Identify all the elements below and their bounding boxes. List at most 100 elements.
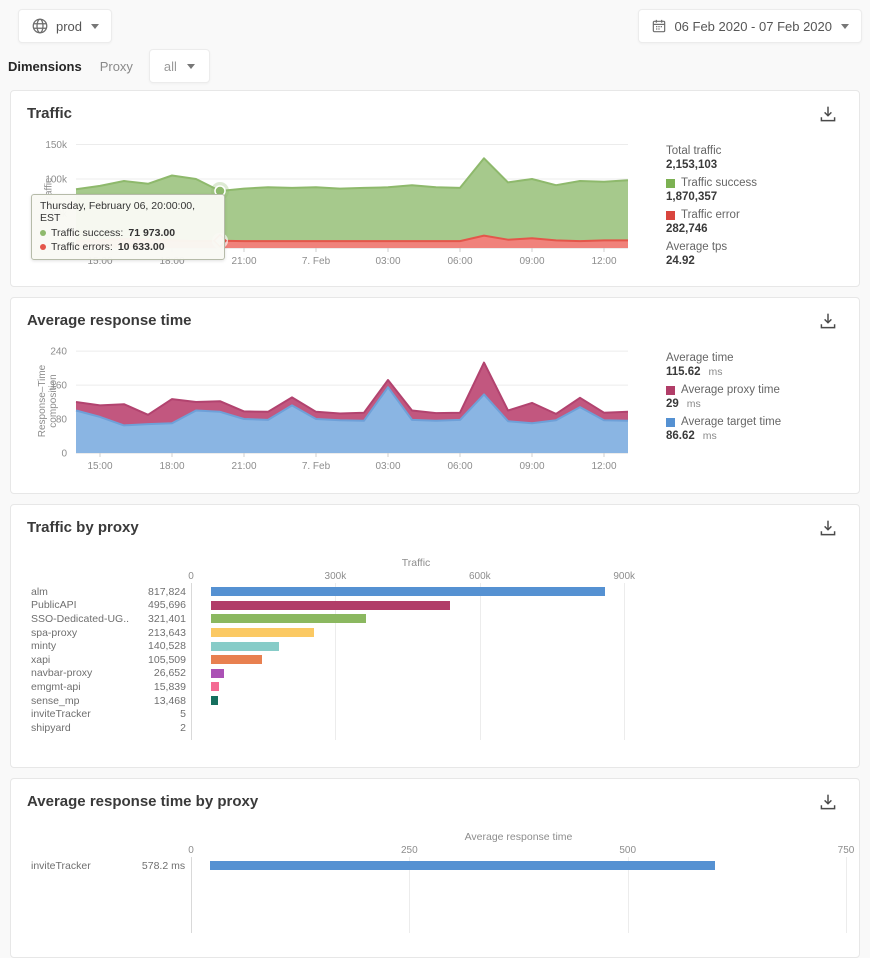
- environment-selector[interactable]: prod: [18, 9, 113, 43]
- globe-icon: [31, 17, 49, 35]
- proxy-value: 213,643: [148, 626, 186, 639]
- bar-rows: alm 817,824 PublicAPI 495,696 SSO-Dedicated-…: [11, 583, 859, 740]
- proxy-row: PublicAPI 495,696: [11, 599, 859, 613]
- tooltip-row: Traffic success: 71 973.00: [40, 226, 216, 240]
- proxy-value: 2: [180, 721, 186, 734]
- gridline: [335, 583, 337, 740]
- proxy-value: 817,824: [148, 585, 186, 598]
- x-tick-label: 09:00: [519, 461, 544, 472]
- gridline: [624, 583, 626, 740]
- x-tick-label: 7. Feb: [302, 461, 331, 472]
- x-tick-label: 21:00: [231, 461, 256, 472]
- bar-track: [211, 655, 661, 665]
- proxy-bar[interactable]: [211, 600, 450, 610]
- proxy-bar[interactable]: [211, 628, 314, 638]
- chart-tooltip: Thursday, February 06, 20:00:00, EST Traf…: [31, 194, 225, 260]
- bar-track: [211, 710, 661, 719]
- dimension-value-dropdown[interactable]: all: [148, 49, 210, 83]
- date-range-selector[interactable]: 06 Feb 2020 - 07 Feb 2020: [638, 9, 862, 43]
- proxy-name: navbar-proxy: [31, 667, 93, 680]
- card-title: Traffic by proxy: [27, 519, 139, 536]
- bar-track: [211, 723, 661, 732]
- bar-rows: inviteTracker 578.2 ms: [11, 857, 859, 933]
- proxy-value: 321,401: [148, 612, 186, 625]
- proxy-row: spa-proxy 213,643: [11, 626, 859, 640]
- proxy-name: minty: [31, 640, 57, 653]
- proxy-row: shipyard 2: [11, 721, 859, 735]
- download-icon[interactable]: [817, 310, 839, 332]
- traffic-legend: Total traffic 2,153,103 Traffic success 1,8…: [666, 141, 856, 271]
- response-time-over-time-svg[interactable]: 0 80 160 240 15:00 18:00 21:00 7. Feb 03:00 06:00…: [50, 346, 629, 479]
- download-icon[interactable]: [817, 517, 839, 539]
- proxy-value: 13,468: [153, 694, 186, 707]
- proxy-row: inviteTracker 578.2 ms: [11, 859, 859, 873]
- y-axis-title: Response–Time composition: [37, 364, 59, 438]
- chevron-down-icon: [91, 23, 100, 29]
- series-line: [75, 361, 629, 416]
- chevron-down-icon: [186, 63, 195, 69]
- proxy-bar[interactable]: [211, 668, 224, 678]
- bar-track: [211, 628, 661, 638]
- proxy-value: 105,509: [148, 653, 186, 666]
- bar-track: [211, 600, 661, 610]
- legend-swatch: [666, 178, 675, 188]
- legend-item-value: 2,153,103: [666, 159, 718, 171]
- proxy-bar[interactable]: [210, 861, 716, 871]
- x-tick-label: 12:00: [591, 256, 616, 267]
- x-tick-label: 600k: [468, 571, 491, 582]
- proxy-value: 578.2 ms: [141, 859, 186, 872]
- legend-unit: ms: [702, 430, 717, 442]
- proxy-bar[interactable]: [211, 641, 279, 651]
- bar-axis-ticks: 0 250 500 750: [188, 845, 854, 857]
- legend-item-value: 115.62 ms: [666, 366, 723, 378]
- response-time-area-chart[interactable]: 0 80 160 240 15:00 18:00 21:00 7. Feb 03:00 06:00…: [50, 346, 629, 472]
- x-tick-label: 15:00: [87, 256, 112, 267]
- proxy-row: xapi 105,509: [11, 653, 859, 667]
- legend-swatch: [666, 385, 675, 395]
- proxy-bar[interactable]: [211, 587, 605, 597]
- legend-swatch: [666, 417, 675, 427]
- proxy-value: 26,652: [153, 667, 186, 680]
- download-icon[interactable]: [817, 791, 839, 813]
- gridline: [479, 583, 481, 740]
- bar-track: [211, 641, 661, 651]
- proxy-bar[interactable]: [211, 655, 262, 665]
- proxy-value: 15,839: [153, 680, 186, 693]
- bar-track: [210, 861, 859, 871]
- proxy-row: inviteTracker 5: [11, 707, 859, 721]
- y-tick-label: 150k: [45, 140, 68, 151]
- legend-item-label: Total traffic: [666, 145, 722, 157]
- proxy-row: minty 140,528: [11, 639, 859, 653]
- tooltip-row: Traffic errors: 10 633.00: [40, 240, 216, 254]
- date-range-label: 06 Feb 2020 - 07 Feb 2020: [674, 18, 832, 34]
- analytics-dashboard: { "topbar": { "env_label": "prod", "date…: [8, 9, 862, 958]
- x-tick-label: 900k: [613, 571, 636, 582]
- legend-item-label: Average target time: [666, 415, 856, 429]
- bar-track: [211, 587, 661, 597]
- x-tick-label: 06:00: [447, 256, 472, 267]
- bar-axis-title: Average response time: [464, 831, 573, 843]
- x-tick-label: 18:00: [159, 256, 184, 267]
- legend-unit: ms: [686, 398, 701, 410]
- bar-axis-title: Traffic: [401, 557, 431, 569]
- x-tick-label: 250: [400, 845, 418, 856]
- calendar-icon: [651, 18, 667, 34]
- x-tick-label: 7. Feb: [302, 256, 331, 267]
- download-icon[interactable]: [817, 103, 839, 125]
- proxy-name: xapi: [31, 653, 51, 666]
- x-tick-label: 300k: [324, 571, 347, 582]
- dimension-value-label: all: [163, 58, 177, 74]
- proxy-value: 5: [180, 708, 186, 721]
- proxy-name: PublicAPI: [31, 599, 77, 612]
- y-tick-label: 80: [56, 415, 68, 426]
- proxy-name: alm: [31, 585, 48, 598]
- bar-axis-ticks: 0 300k 600k 900k: [188, 571, 641, 583]
- proxy-bar[interactable]: [211, 696, 218, 706]
- legend-swatch: [666, 210, 675, 220]
- gridline: [191, 583, 192, 740]
- legend-item-value: 24.92: [666, 255, 695, 267]
- card-title: Average response time: [27, 312, 192, 329]
- proxy-bar[interactable]: [211, 614, 366, 624]
- proxy-bar[interactable]: [211, 682, 219, 692]
